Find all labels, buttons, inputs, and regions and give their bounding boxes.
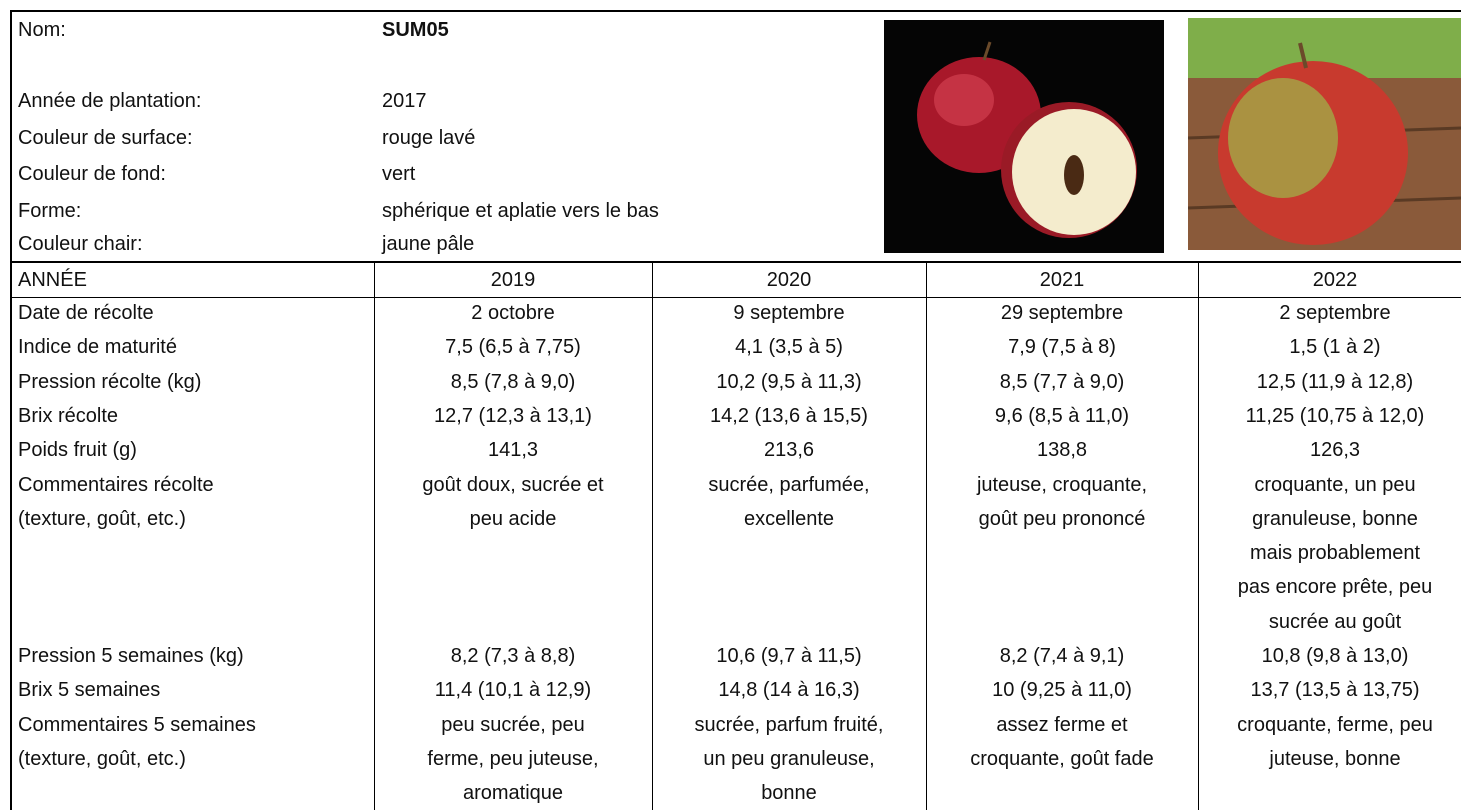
row-label: Indice de maturité (18, 336, 177, 359)
row-label: Pression récolte (kg) (18, 370, 202, 393)
cell: granuleuse, bonne (1252, 507, 1418, 530)
row-label: (texture, goût, etc.) (18, 747, 186, 770)
cell: 4,1 (3,5 à 5) (735, 336, 843, 359)
column-border (926, 262, 927, 810)
cell: 126,3 (1309, 439, 1361, 462)
cell: croquante, un peu (1254, 473, 1416, 496)
field-label: Année de plantation: (18, 90, 202, 112)
cell: pas encore prête, peu (1237, 576, 1433, 599)
cell: 13,7 (13,5 à 13,75) (1250, 679, 1420, 702)
cell: 2 septembre (1279, 302, 1391, 324)
cell: 11,25 (10,75 à 12,0) (1245, 404, 1425, 427)
border-top (10, 10, 1461, 12)
cell: croquante, ferme, peu (1237, 713, 1433, 736)
field-label: Forme: (18, 200, 82, 222)
cell: 7,9 (7,5 à 8) (1008, 336, 1116, 359)
field-value: jaune pâle (382, 233, 475, 255)
field-label: Couleur de fond: (18, 163, 166, 185)
column-header: 2021 (1039, 269, 1085, 291)
row-label: Date de récolte (18, 302, 154, 324)
cell: 8,5 (7,7 à 9,0) (999, 370, 1125, 393)
cell: 12,7 (12,3 à 13,1) (434, 404, 592, 427)
column-header: ANNÉE (18, 269, 87, 291)
field-value: SUM05 (382, 19, 449, 41)
cell: 213,6 (763, 439, 815, 462)
cell: peu sucrée, peu (441, 713, 585, 736)
cell: mais probablement (1249, 542, 1421, 565)
cell: 7,5 (6,5 à 7,75) (445, 336, 581, 359)
cell: assez ferme et (996, 713, 1128, 736)
cell: 8,2 (7,3 à 8,8) (450, 645, 576, 667)
cell: 29 septembre (1000, 302, 1124, 324)
cell: goût peu prononcé (978, 507, 1146, 530)
field-value: 2017 (382, 90, 427, 112)
cell: 11,4 (10,1 à 12,9) (434, 679, 592, 702)
cell: un peu granuleuse, (703, 747, 875, 770)
apple-photo-whole (1188, 18, 1461, 250)
cell: ferme, peu juteuse, (427, 747, 599, 770)
row-label: (texture, goût, etc.) (18, 507, 186, 530)
cell: juteuse, bonne (1269, 747, 1401, 770)
cell: 9,6 (8,5 à 11,0) (994, 404, 1130, 427)
cell: 8,5 (7,8 à 9,0) (450, 370, 576, 393)
column-header: 2020 (766, 269, 812, 291)
column-header: 2022 (1312, 269, 1358, 291)
cell: sucrée au goût (1268, 610, 1402, 633)
cell: 9 septembre (733, 302, 845, 324)
field-value: sphérique et aplatie vers le bas (382, 200, 659, 222)
cell: excellente (743, 507, 835, 530)
field-label: Nom: (18, 19, 66, 41)
row-label: Commentaires récolte (18, 473, 214, 496)
border-left (10, 10, 12, 810)
cell: 10 (9,25 à 11,0) (992, 679, 1132, 702)
cell: 12,5 (11,9 à 12,8) (1256, 370, 1414, 393)
cell: peu acide (469, 507, 557, 530)
cell: sucrée, parfumée, (708, 473, 870, 496)
cell: 138,8 (1036, 439, 1088, 462)
row-label: Pression 5 semaines (kg) (18, 645, 244, 667)
cell: 10,6 (9,7 à 11,5) (716, 645, 862, 667)
cell: 10,8 (9,8 à 13,0) (1261, 645, 1409, 667)
column-border (374, 262, 375, 810)
cell: 8,2 (7,4 à 9,1) (999, 645, 1125, 667)
cell: 141,3 (487, 439, 539, 462)
cell: 2 octobre (471, 302, 555, 324)
row-border (10, 297, 1461, 298)
cell: 14,8 (14 à 16,3) (718, 679, 860, 702)
row-label: Brix récolte (18, 404, 119, 427)
column-border (652, 262, 653, 810)
cell: sucrée, parfum fruité, (694, 713, 884, 736)
row-label: Brix 5 semaines (18, 679, 161, 702)
column-border (1198, 262, 1199, 810)
cell: bonne (761, 782, 817, 805)
cell: croquante, goût fade (970, 747, 1154, 770)
row-label: Commentaires 5 semaines (18, 713, 256, 736)
header-border (10, 261, 1461, 263)
column-header: 2019 (490, 269, 536, 291)
cell: juteuse, croquante, (976, 473, 1148, 496)
cell: 14,2 (13,6 à 15,5) (710, 404, 868, 427)
cell: 10,2 (9,5 à 11,3) (716, 370, 862, 393)
cell: aromatique (462, 782, 564, 805)
cell: 1,5 (1 à 2) (1289, 336, 1381, 359)
cell: goût doux, sucrée et (422, 473, 604, 496)
field-label: Couleur de surface: (18, 127, 193, 149)
field-value: vert (382, 163, 416, 185)
field-label: Couleur chair: (18, 233, 143, 255)
apple-photo-cut (884, 20, 1164, 253)
field-value: rouge lavé (382, 127, 476, 149)
row-label: Poids fruit (g) (18, 439, 137, 462)
